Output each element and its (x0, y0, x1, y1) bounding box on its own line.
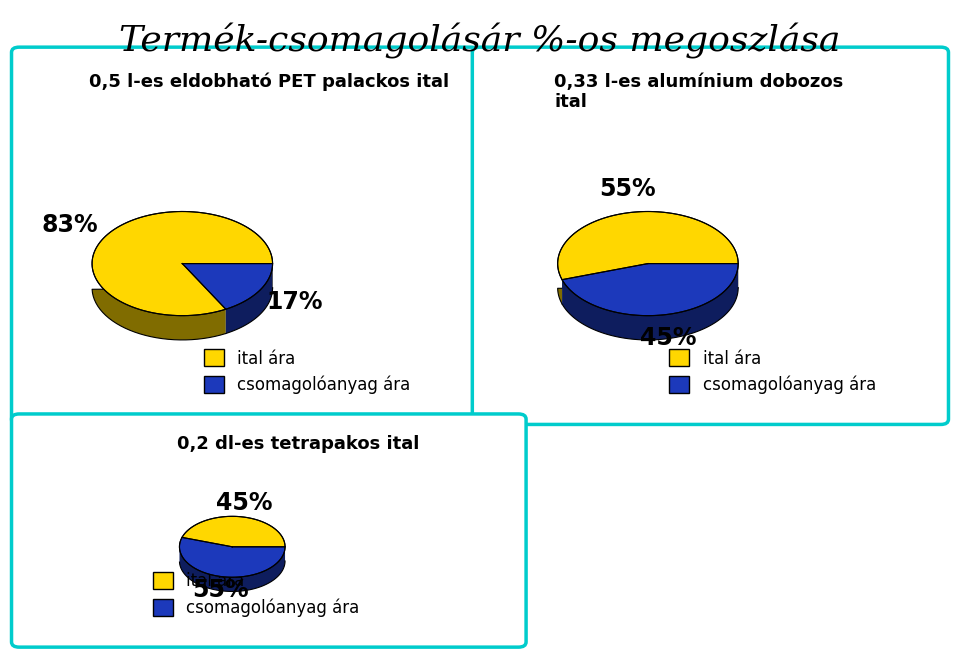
Polygon shape (182, 516, 285, 547)
Text: 55%: 55% (599, 177, 656, 201)
Text: 45%: 45% (216, 491, 273, 515)
Legend: ital ára, csomagolóanyag ára: ital ára, csomagolóanyag ára (197, 343, 417, 401)
Text: 0,33 l-es alumínium dobozos
ital: 0,33 l-es alumínium dobozos ital (554, 73, 844, 111)
Polygon shape (226, 263, 273, 333)
Polygon shape (180, 547, 285, 591)
Text: 0,2 dl-es tetrapakos ital: 0,2 dl-es tetrapakos ital (178, 435, 420, 453)
Polygon shape (562, 263, 738, 340)
Text: 17%: 17% (267, 290, 324, 314)
Polygon shape (558, 263, 738, 304)
Polygon shape (558, 212, 738, 280)
Polygon shape (180, 537, 285, 577)
Text: 83%: 83% (41, 213, 98, 237)
Polygon shape (182, 263, 273, 309)
Polygon shape (92, 263, 273, 340)
Legend: ital ára, csomagolóanyag ára: ital ára, csomagolóanyag ára (662, 343, 882, 401)
Polygon shape (92, 212, 273, 316)
Text: 55%: 55% (192, 578, 249, 603)
Polygon shape (562, 263, 738, 316)
Text: 45%: 45% (640, 326, 697, 350)
Legend: ital ára, csomagolóanyag ára: ital ára, csomagolóanyag ára (146, 565, 366, 624)
Text: 0,5 l-es eldobható PET palackos ital: 0,5 l-es eldobható PET palackos ital (88, 73, 448, 91)
Text: Termék-csomagolásár %-os megoszlása: Termék-csomagolásár %-os megoszlása (119, 23, 841, 59)
